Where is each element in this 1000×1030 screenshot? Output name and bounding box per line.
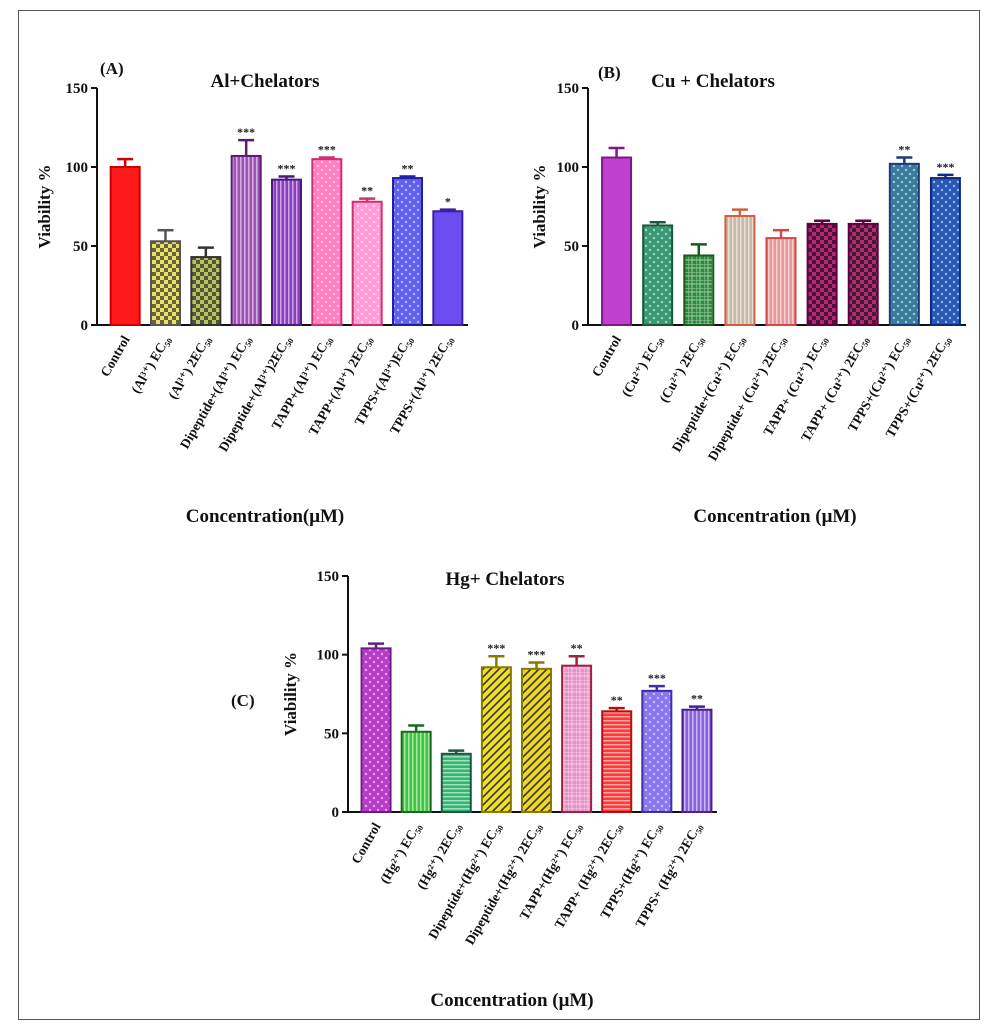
chart-title: Al+Chelators [211,71,320,92]
y-tick-label: 0 [572,318,580,334]
category-label: Dipeptide+ (Cu²⁺) 2EC₅₀ [705,333,789,463]
significance-label: *** [237,125,255,139]
category-label: Dipeptide+(Al³⁺)2EC₅₀ [215,333,294,454]
bar [190,256,222,326]
y-tick-label: 150 [557,81,580,97]
figure-frame [18,10,980,1020]
chart-title: Cu + Chelators [651,71,775,92]
category-label: Dipeptide+(Cu²⁺) EC₅₀ [669,333,748,454]
category-label: (Al³⁺) EC₅₀ [128,333,173,396]
bar [109,166,141,326]
significance-label: ** [361,184,373,198]
y-tick-label: 100 [66,160,89,176]
significance-label: *** [648,671,666,685]
category-label: (Cu²⁺) EC₅₀ [618,333,665,399]
y-tick-label: 50 [324,726,339,742]
significance-label: ** [571,641,583,655]
bar [440,752,472,814]
bar [765,237,797,327]
bar [311,158,343,326]
bar [230,154,262,326]
x-axis-label: Concentration(μM) [186,506,345,527]
y-tick-label: 100 [317,648,340,664]
y-tick-label: 100 [557,160,580,176]
bar [681,708,713,814]
panel-label: (C) [231,691,255,710]
bar [480,666,512,814]
chart-panel-b: 0 50 100 150 (B) Cu + Chelators Viability % Con… [530,63,966,527]
bar [642,224,674,327]
bar [271,178,302,326]
bar [724,214,756,326]
x-axis-label: Concentration (μM) [430,990,593,1011]
category-label: (Hg²⁺) EC₅₀ [377,820,424,886]
bar [929,177,961,326]
y-axis-label: Viability % [281,652,300,736]
category-label: Dipeptide+(Hg²⁺) EC₅₀ [425,820,504,941]
significance-label: *** [487,641,505,655]
chart-panel-c: 0 50 100 150 (C) Hg+ Chelators Viability % Conc… [231,569,717,1011]
bar [601,156,633,326]
category-label: Control [589,333,624,379]
significance-label: ** [611,693,623,707]
y-tick-label: 50 [73,239,88,255]
bar [601,710,633,813]
significance-label: *** [936,160,954,174]
y-tick-label: 150 [66,81,89,97]
bar [351,200,383,326]
category-label: Control [348,820,383,866]
x-axis-label: Concentration (μM) [693,506,856,527]
y-axis-label: Viability % [530,165,549,249]
bar [150,240,181,326]
chart-title: Hg+ Chelators [445,569,564,590]
y-tick-label: 0 [332,805,340,821]
category-label: Dipeptide+(Hg²⁺) 2EC₅₀ [462,820,544,947]
significance-label: * [445,195,451,209]
bar [888,162,920,326]
significance-label: *** [528,648,546,662]
bar [521,667,552,813]
bar [806,222,838,327]
y-tick-label: 0 [81,318,89,334]
bar [641,689,673,813]
significance-label: *** [318,143,336,157]
bar [847,222,879,327]
bar [392,177,423,326]
significance-label: *** [278,161,296,175]
significance-label: ** [402,161,414,175]
bar [360,647,392,814]
bar [683,254,715,326]
y-tick-label: 50 [564,239,579,255]
y-tick-label: 150 [317,569,340,585]
category-label: Control [97,333,132,379]
bar [561,664,593,813]
panel-label: (B) [598,63,621,82]
bar [400,730,432,814]
category-label: Dipeptide+(Al³⁺) EC₅₀ [177,333,254,451]
significance-label: ** [898,143,910,157]
y-axis-label: Viability % [35,165,54,249]
chart-panel-a: 0 50 100 150 (A) Al+Chelators Viability % Conce… [35,59,468,527]
bar [432,210,464,327]
significance-label: ** [691,692,703,706]
panel-label: (A) [100,59,124,78]
